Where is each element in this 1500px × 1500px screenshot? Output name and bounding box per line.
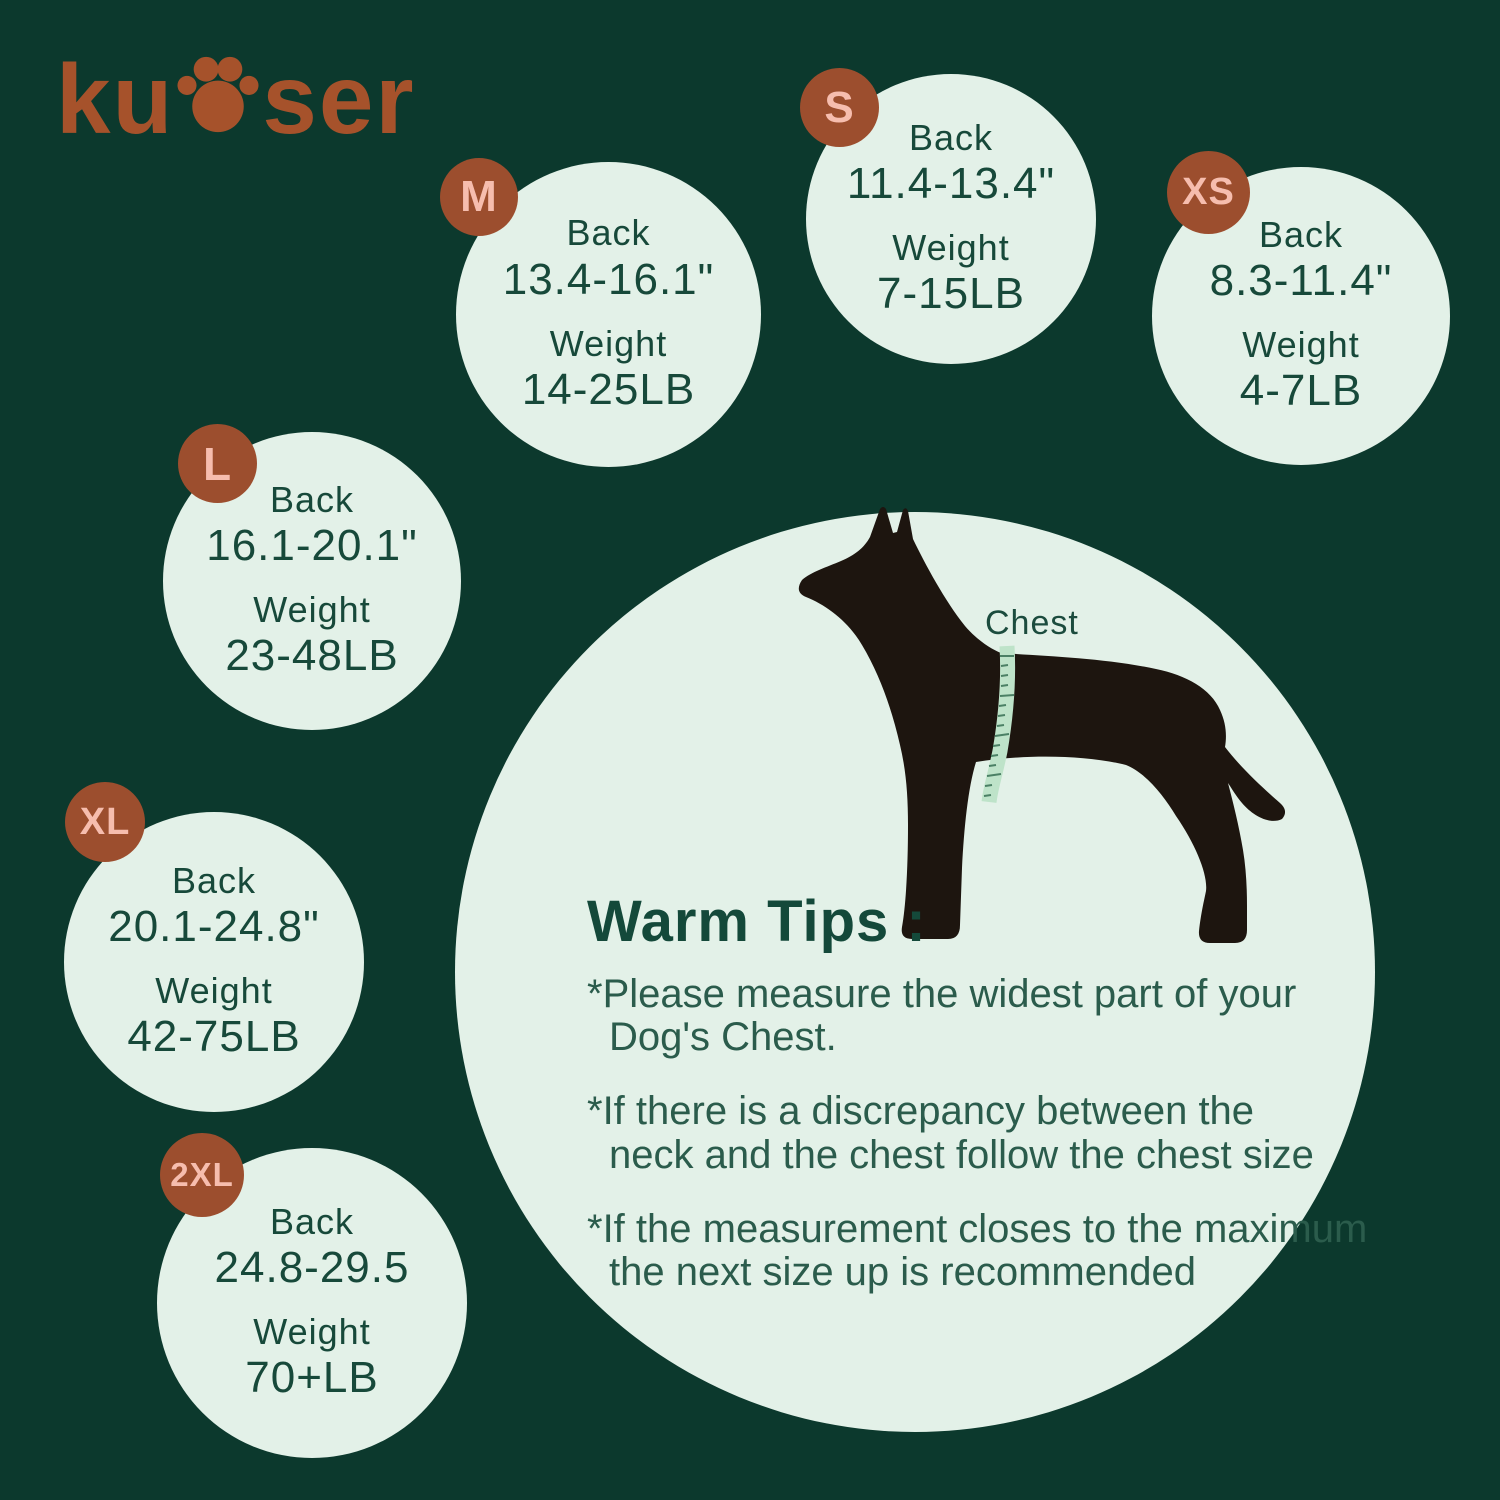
size-badge: XS xyxy=(1167,151,1250,234)
brand-logo: ku ser xyxy=(56,48,416,151)
weight-label: Weight xyxy=(253,589,371,630)
back-value: 13.4-16.1" xyxy=(502,254,715,304)
weight-value: 23-48LB xyxy=(225,631,399,681)
back-label: Back xyxy=(171,859,257,901)
size-badge: M xyxy=(440,158,518,236)
tip-line-2: the next size up is recommended xyxy=(609,1249,1196,1294)
dog-silhouette-icon xyxy=(798,507,1285,943)
tip-line-1: *If the measurement closes to the maximu… xyxy=(587,1206,1368,1251)
logo-text-right: ser xyxy=(262,44,416,154)
back-label: Back xyxy=(566,212,651,254)
size-badge: XL xyxy=(65,782,145,862)
weight-label: Weight xyxy=(1242,324,1360,365)
size-badge: S xyxy=(800,68,879,147)
weight-label: Weight xyxy=(892,227,1010,268)
warm-tip: *If there is a discrepancy between the n… xyxy=(587,1089,1397,1177)
back-label: Back xyxy=(1258,213,1344,255)
back-value: 8.3-11.4" xyxy=(1209,256,1393,306)
logo-text-left: ku xyxy=(56,44,175,154)
back-label: Back xyxy=(269,478,355,520)
weight-label: Weight xyxy=(253,1311,371,1352)
weight-value: 4-7LB xyxy=(1239,366,1363,416)
chest-label: Chest xyxy=(985,604,1079,642)
back-value: 16.1-20.1" xyxy=(206,521,418,571)
back-value: 24.8-29.5 xyxy=(214,1243,410,1293)
warm-tip: *If the measurement closes to the maximu… xyxy=(587,1206,1397,1294)
size-badge: 2XL xyxy=(160,1133,244,1217)
back-value: 11.4-13.4" xyxy=(846,159,1056,209)
size-bubble: Back 20.1-24.8" Weight 42-75LB xyxy=(64,812,364,1112)
tip-line-2: neck and the chest follow the chest size xyxy=(609,1132,1314,1177)
weight-value: 7-15LB xyxy=(877,269,1025,319)
measuring-tape-icon xyxy=(981,645,1016,804)
warm-tips: Warm Tips : *Please measure the widest p… xyxy=(587,888,1397,1325)
weight-value: 42-75LB xyxy=(127,1012,301,1062)
back-label: Back xyxy=(269,1200,355,1242)
tip-line-1: *If there is a discrepancy between the xyxy=(587,1089,1255,1134)
size-bubble: Back 24.8-29.5 Weight 70+LB xyxy=(157,1148,467,1458)
measurement-panel: Chest Warm Tips : *Please measure the wi… xyxy=(455,507,1375,1432)
back-value: 20.1-24.8" xyxy=(108,902,320,952)
weight-value: 70+LB xyxy=(245,1353,379,1403)
tip-line-2: Dog's Chest. xyxy=(609,1015,837,1060)
weight-label: Weight xyxy=(549,322,668,364)
weight-label: Weight xyxy=(155,970,273,1011)
warm-tip: *Please measure the widest part of your … xyxy=(587,972,1397,1060)
warm-tips-title: Warm Tips : xyxy=(587,889,927,954)
back-label: Back xyxy=(908,116,994,158)
tip-line-1: *Please measure the widest part of your xyxy=(587,972,1297,1016)
weight-value: 14-25LB xyxy=(521,364,696,414)
size-badge: L xyxy=(178,424,257,503)
size-bubble: Back 13.4-16.1" Weight 14-25LB xyxy=(456,162,761,467)
paw-icon xyxy=(177,56,259,133)
